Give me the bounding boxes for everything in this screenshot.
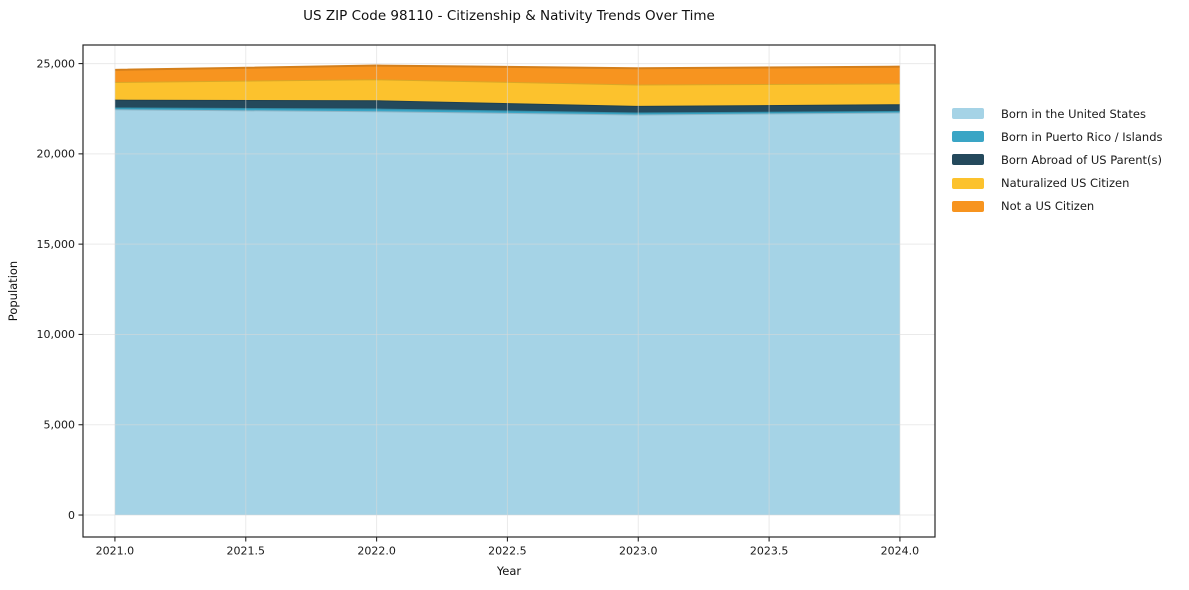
legend: Born in the United States Born in Puerto … bbox=[952, 102, 1163, 218]
y-tick-label: 15,000 bbox=[37, 238, 76, 251]
x-axis-label: Year bbox=[496, 564, 522, 578]
legend-swatch bbox=[952, 200, 984, 212]
legend-swatch bbox=[952, 131, 984, 143]
y-tick-label: 20,000 bbox=[37, 148, 76, 161]
y-axis-label-wrap: Population bbox=[0, 150, 26, 432]
chart-title: US ZIP Code 98110 - Citizenship & Nativi… bbox=[303, 8, 715, 24]
y-tick-label: 25,000 bbox=[37, 57, 76, 70]
x-tick-label: 2022.5 bbox=[488, 545, 527, 558]
plot-frame bbox=[82, 44, 936, 538]
legend-item-born-abroad-of-us-parent-s: Born Abroad of US Parent(s) bbox=[952, 148, 1163, 171]
legend-label: Naturalized US Citizen bbox=[1001, 176, 1130, 191]
y-tick-label: 5,000 bbox=[44, 419, 76, 432]
legend-label: Born in Puerto Rico / Islands bbox=[1001, 129, 1163, 144]
x-tick-label: 2021.5 bbox=[227, 545, 266, 558]
legend-item-born-in-the-united-states: Born in the United States bbox=[952, 102, 1163, 125]
x-tick-label: 2023.5 bbox=[750, 545, 789, 558]
y-tick-label: 0 bbox=[68, 509, 75, 522]
x-tick-label: 2023.0 bbox=[619, 545, 658, 558]
x-tick-label: 2022.0 bbox=[357, 545, 396, 558]
legend-label: Born in the United States bbox=[1001, 106, 1146, 121]
legend-item-not-a-us-citizen: Not a US Citizen bbox=[952, 195, 1163, 218]
legend-swatch bbox=[952, 154, 984, 166]
legend-item-born-in-puerto-rico-islands: Born in Puerto Rico / Islands bbox=[952, 125, 1163, 148]
legend-swatch bbox=[952, 108, 984, 120]
x-tick-label: 2021.0 bbox=[96, 545, 135, 558]
legend-label: Not a US Citizen bbox=[1001, 199, 1095, 214]
x-tick-label: 2024.0 bbox=[881, 545, 920, 558]
legend-label: Born Abroad of US Parent(s) bbox=[1001, 152, 1162, 167]
y-tick-label: 10,000 bbox=[37, 328, 76, 341]
legend-item-naturalized-us-citizen: Naturalized US Citizen bbox=[952, 172, 1163, 195]
y-axis-label: Population bbox=[6, 260, 21, 322]
legend-swatch bbox=[952, 177, 984, 189]
